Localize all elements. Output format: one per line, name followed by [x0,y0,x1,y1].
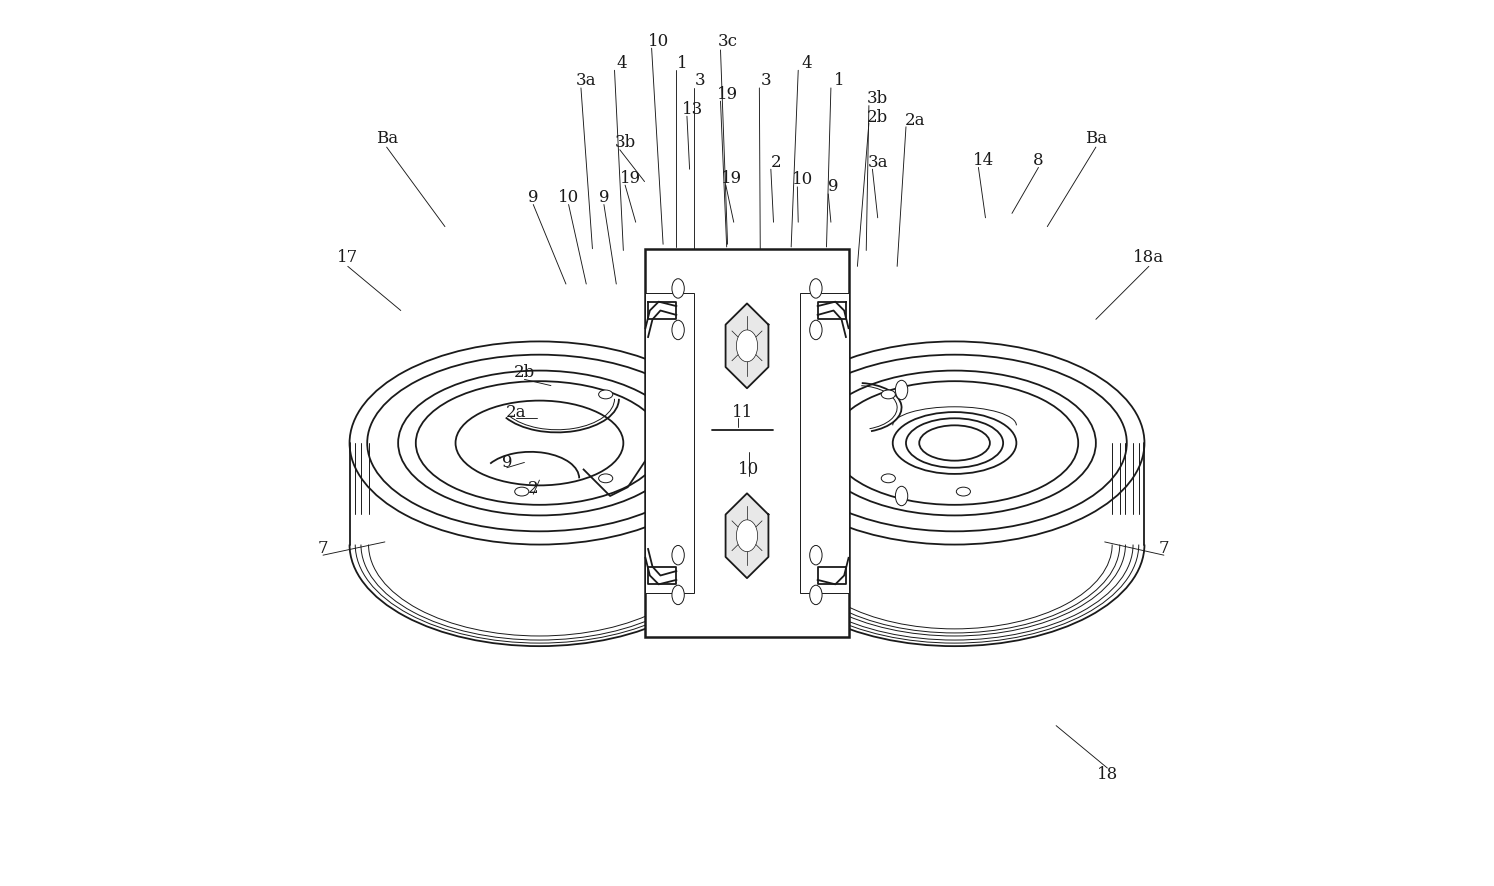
Ellipse shape [765,341,1144,545]
Text: 10: 10 [648,33,669,50]
Text: 1: 1 [835,73,846,89]
Text: 10: 10 [792,171,813,189]
Text: 13: 13 [681,101,702,118]
Ellipse shape [737,330,757,361]
Text: 4: 4 [616,55,627,72]
Polygon shape [726,494,768,579]
Ellipse shape [599,390,613,399]
Ellipse shape [350,341,729,545]
Text: 10: 10 [557,189,580,206]
Ellipse shape [893,412,1016,474]
Ellipse shape [672,585,684,604]
Text: 4: 4 [802,55,813,72]
Text: 9: 9 [828,178,838,196]
Ellipse shape [895,380,908,400]
Text: 3b: 3b [614,134,636,152]
Text: 3a: 3a [577,73,596,89]
Text: 10: 10 [738,461,759,478]
Text: Ba: Ba [375,129,397,147]
Ellipse shape [810,585,822,604]
Ellipse shape [810,320,822,339]
Text: 18: 18 [1097,766,1118,782]
Bar [645,293,695,593]
Text: 3c: 3c [717,33,738,50]
Text: 3: 3 [695,73,705,89]
Ellipse shape [599,474,613,483]
Ellipse shape [810,546,822,565]
Text: 2: 2 [771,153,781,171]
Text: 7: 7 [318,540,329,557]
Text: 17: 17 [338,249,359,266]
Text: 3b: 3b [867,90,889,107]
Text: 8: 8 [1034,152,1044,169]
Text: 2b: 2b [514,364,535,381]
Text: 11: 11 [732,404,753,421]
Ellipse shape [881,474,895,483]
Ellipse shape [737,520,757,552]
Ellipse shape [895,486,908,506]
Ellipse shape [515,487,529,496]
Bar [645,249,849,637]
Text: 2: 2 [527,480,538,497]
Text: 3a: 3a [868,153,887,171]
Ellipse shape [672,279,684,299]
Text: 19: 19 [720,169,741,187]
Text: 2b: 2b [867,110,889,127]
Text: 3: 3 [760,73,772,89]
Text: Ba: Ba [1085,129,1107,147]
Text: 2a: 2a [505,404,526,421]
Bar [799,293,849,593]
Ellipse shape [881,390,895,399]
Text: 14: 14 [973,152,995,169]
Text: 9: 9 [502,454,512,471]
Ellipse shape [956,487,971,496]
Polygon shape [726,303,768,388]
Ellipse shape [672,320,684,339]
Text: 19: 19 [717,86,738,103]
Ellipse shape [810,279,822,299]
Text: 18a: 18a [1134,249,1164,266]
Text: 9: 9 [527,189,538,206]
Text: 2a: 2a [904,113,925,129]
Text: 1: 1 [677,55,687,72]
Ellipse shape [672,546,684,565]
Text: 7: 7 [1158,540,1170,557]
Text: 19: 19 [620,169,641,187]
Text: 9: 9 [599,189,610,206]
